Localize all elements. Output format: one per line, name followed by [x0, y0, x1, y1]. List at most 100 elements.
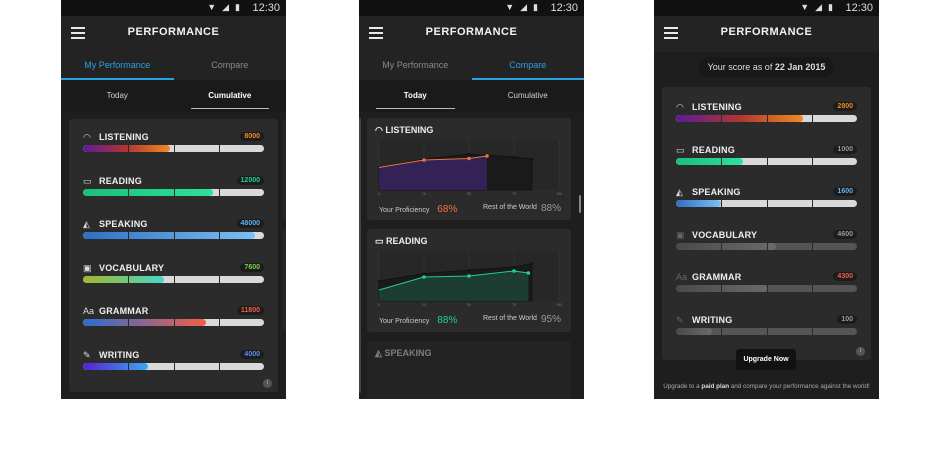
skills-card: ◠ LISTENING 8000 ▭ READING 12000 ◭ SPEAKING 4800…: [69, 119, 278, 392]
skill-progress-fill: [83, 275, 165, 283]
status-icons: ▼◢▮: [207, 2, 246, 12]
scrollbar-right[interactable]: [579, 195, 581, 213]
rest-point: [377, 279, 381, 283]
skill-progress-bar: [676, 157, 857, 165]
skill-name: WRITING: [692, 314, 733, 325]
subtab-cumulative[interactable]: Cumulative: [174, 80, 287, 112]
skill-progress-bar: [676, 242, 857, 250]
status-time: 12:30: [252, 2, 280, 14]
chart-title-text: LISTENING: [385, 125, 434, 135]
your-proficiency-area: [379, 156, 487, 190]
skill-name: SPEAKING: [692, 187, 741, 197]
chart-title-text: READING: [386, 236, 428, 246]
skill-name: SPEAKING: [99, 219, 148, 229]
app-bar: PERFORMANCE: [359, 16, 584, 52]
subtab-today[interactable]: Today: [61, 80, 174, 112]
score-date: 22 Jan 2015: [774, 62, 826, 72]
skill-row-reading[interactable]: ▭ READING 12000: [83, 175, 264, 206]
skill-progress-fill: [676, 242, 776, 250]
skill-progress-bar: [83, 188, 264, 196]
rest-point: [530, 262, 534, 265]
rest-point: [467, 152, 471, 156]
skill-score-badge: 1600: [833, 187, 857, 196]
app-bar: PERFORMANCE: [654, 16, 879, 52]
skill-progress-bar: [676, 200, 857, 207]
tab-compare[interactable]: Compare: [211, 60, 249, 70]
skill-row-grammar[interactable]: Aa GRAMMAR 4300: [676, 272, 857, 302]
bar-tick: [766, 115, 768, 122]
skill-name: VOCABULARY: [692, 229, 758, 240]
bar-tick: [721, 115, 723, 122]
skill-progress-fill: [676, 200, 722, 207]
upgrade-now-button[interactable]: Upgrade Now: [736, 349, 796, 370]
skill-row-reading[interactable]: ▭ READING 1000: [676, 144, 857, 175]
rest-point: [422, 272, 426, 275]
headphones-icon: ◠: [375, 125, 383, 135]
subtab-cumulative[interactable]: Cumulative: [472, 80, 585, 112]
footnote-pre: Upgrade to a: [663, 383, 702, 390]
tab-bar: My Performance Compare: [359, 52, 584, 80]
skill-row-grammar[interactable]: Aa GRAMMAR 11800: [83, 306, 264, 336]
tab-my-performance[interactable]: My Performance: [61, 52, 174, 80]
status-time: 12:30: [845, 2, 873, 14]
score-date-prefix: Your score as of: [707, 62, 775, 72]
flashcard-icon: ▣: [676, 229, 685, 240]
subtab-today[interactable]: Today: [359, 80, 472, 112]
your-proficiency-label: Your Proficiency: [379, 207, 430, 214]
skill-row-vocabulary[interactable]: ▣ VOCABULARY 4600: [676, 229, 857, 260]
info-icon[interactable]: i: [856, 347, 865, 356]
skill-score-badge: 4600: [833, 229, 857, 239]
your-proficiency-area: [379, 271, 529, 301]
chart-card-reading: ▭ READING 0 25 50 75 100 Your Proficiency 88…: [367, 229, 571, 332]
screen-my-performance-free: ▼◢▮ 12:30 PERFORMANCE Your score as of 2…: [654, 0, 879, 399]
status-icons: ▼◢▮: [505, 2, 544, 12]
tab-bar: My Performance Compare: [61, 52, 286, 80]
skill-name: VOCABULARY: [99, 262, 165, 273]
menu-icon[interactable]: [369, 27, 383, 39]
megaphone-icon: ◭: [375, 348, 382, 358]
period-tabs: Today Cumulative: [61, 80, 286, 112]
skill-row-listening[interactable]: ◠ LISTENING 2800: [676, 102, 857, 132]
rest-point: [512, 265, 516, 269]
skill-row-writing[interactable]: ✎ WRITING 4000: [83, 349, 264, 380]
period-tabs: Today Cumulative: [359, 80, 584, 112]
reading-chart: 0 25 50 75 100: [377, 251, 562, 307]
bar-tick: [721, 200, 723, 207]
tab-my-performance[interactable]: My Performance: [382, 60, 449, 70]
skill-progress-bar: [83, 232, 264, 239]
bar-tick: [128, 188, 130, 196]
bar-tick: [811, 285, 813, 292]
skill-row-speaking[interactable]: ◭ SPEAKING 48000: [83, 219, 264, 249]
scrollbar-left[interactable]: [359, 118, 361, 393]
skill-score-badge: 2800: [833, 102, 857, 111]
book-icon: ▭: [375, 236, 384, 246]
skill-row-writing[interactable]: ✎ WRITING 100: [676, 314, 857, 345]
bar-tick: [218, 275, 220, 283]
tab-compare[interactable]: Compare: [471, 52, 584, 80]
x-tick-label: 100: [556, 192, 562, 196]
skill-row-speaking[interactable]: ◭ SPEAKING 1600: [676, 187, 857, 217]
x-tick-label: 75: [512, 192, 516, 196]
status-time: 12:30: [550, 2, 578, 14]
skill-score-badge: 11800: [236, 306, 264, 315]
bar-tick: [128, 319, 130, 326]
skill-row-vocabulary[interactable]: ▣ VOCABULARY 7600: [83, 262, 264, 293]
book-icon: ▭: [83, 175, 92, 186]
skill-progress-fill: [83, 362, 149, 370]
flashcard-icon: ▣: [83, 262, 92, 273]
bar-tick: [173, 145, 175, 152]
subtab-today-label: Today: [106, 91, 128, 100]
skill-progress-fill: [676, 115, 803, 122]
skill-row-listening[interactable]: ◠ LISTENING 8000: [83, 132, 264, 162]
skill-progress-bar: [676, 285, 857, 292]
info-icon[interactable]: i: [263, 379, 272, 388]
bar-tick: [721, 157, 723, 165]
paid-plan-link[interactable]: paid plan: [701, 383, 730, 390]
menu-icon[interactable]: [71, 27, 85, 39]
status-bar: ▼◢▮ 12:30: [359, 0, 584, 16]
chart-title: ◠ LISTENING: [375, 125, 433, 136]
skill-name: READING: [692, 144, 735, 155]
menu-icon[interactable]: [664, 27, 678, 39]
status-bar: ▼◢▮ 12:30: [61, 0, 286, 16]
bar-tick: [173, 319, 175, 326]
